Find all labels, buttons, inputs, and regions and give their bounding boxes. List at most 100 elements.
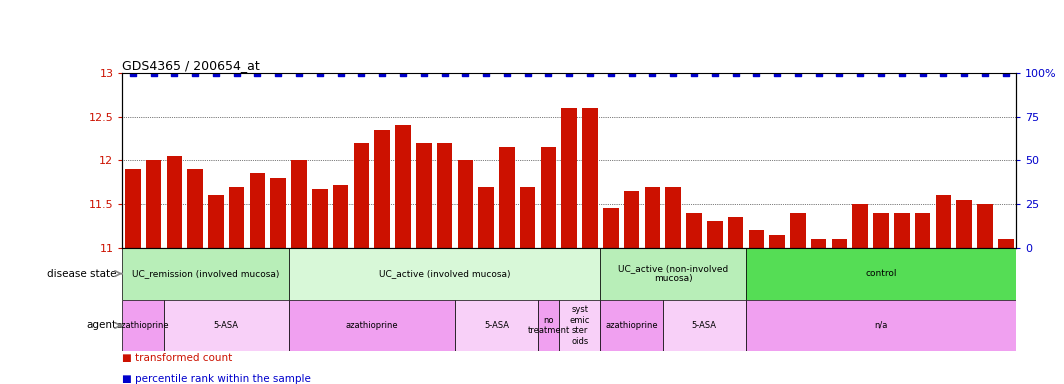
Bar xyxy=(624,191,639,248)
Text: n/a: n/a xyxy=(875,321,887,330)
Point xyxy=(353,70,370,76)
Bar xyxy=(686,213,702,248)
Point xyxy=(395,70,412,76)
Bar xyxy=(915,213,930,248)
Bar xyxy=(353,143,369,248)
Point xyxy=(270,70,287,76)
FancyBboxPatch shape xyxy=(122,300,164,351)
FancyBboxPatch shape xyxy=(288,300,455,351)
Point xyxy=(872,70,890,76)
Point xyxy=(997,70,1014,76)
Bar xyxy=(541,147,556,248)
Bar xyxy=(479,187,494,248)
Bar xyxy=(520,187,535,248)
Text: control: control xyxy=(865,269,897,278)
Point xyxy=(290,70,307,76)
Text: ■ transformed count: ■ transformed count xyxy=(122,353,233,363)
Bar xyxy=(832,239,847,248)
Text: GDS4365 / 200654_at: GDS4365 / 200654_at xyxy=(122,59,260,72)
Bar xyxy=(811,239,827,248)
Point xyxy=(436,70,453,76)
Text: azathioprine: azathioprine xyxy=(117,321,169,330)
Bar xyxy=(603,209,618,248)
Point xyxy=(519,70,536,76)
Point xyxy=(706,70,724,76)
Point xyxy=(539,70,556,76)
Point xyxy=(166,70,183,76)
Text: syst
emic
ster
oids: syst emic ster oids xyxy=(569,305,589,346)
Point xyxy=(207,70,225,76)
Point xyxy=(914,70,931,76)
FancyBboxPatch shape xyxy=(122,248,288,300)
Point xyxy=(748,70,765,76)
Bar xyxy=(852,204,868,248)
FancyBboxPatch shape xyxy=(663,300,746,351)
FancyBboxPatch shape xyxy=(455,300,538,351)
Bar xyxy=(791,213,805,248)
Point xyxy=(644,70,661,76)
Bar xyxy=(167,156,182,248)
Bar xyxy=(187,169,203,248)
FancyBboxPatch shape xyxy=(600,300,663,351)
Point xyxy=(977,70,994,76)
Bar xyxy=(250,174,265,248)
Point xyxy=(810,70,827,76)
Point xyxy=(124,70,142,76)
FancyBboxPatch shape xyxy=(746,300,1016,351)
Bar xyxy=(395,125,411,248)
Bar xyxy=(499,147,515,248)
Bar xyxy=(645,187,660,248)
Point xyxy=(478,70,495,76)
Text: 5-ASA: 5-ASA xyxy=(692,321,717,330)
Bar xyxy=(562,108,577,248)
Point xyxy=(685,70,702,76)
Bar xyxy=(436,143,452,248)
Point xyxy=(602,70,619,76)
Bar xyxy=(728,217,744,248)
FancyBboxPatch shape xyxy=(746,248,1016,300)
Point xyxy=(831,70,848,76)
Bar xyxy=(769,235,785,248)
Point xyxy=(456,70,473,76)
FancyBboxPatch shape xyxy=(600,248,746,300)
Point xyxy=(851,70,868,76)
Text: UC_active (involved mucosa): UC_active (involved mucosa) xyxy=(379,269,511,278)
Bar xyxy=(748,230,764,248)
Bar xyxy=(874,213,888,248)
Text: azathioprine: azathioprine xyxy=(346,321,398,330)
Bar xyxy=(416,143,432,248)
Bar xyxy=(270,178,286,248)
Point xyxy=(789,70,807,76)
Bar xyxy=(312,189,328,248)
Point xyxy=(727,70,744,76)
Text: azathioprine: azathioprine xyxy=(605,321,658,330)
Point xyxy=(373,70,390,76)
Point xyxy=(935,70,952,76)
Text: ■ percentile rank within the sample: ■ percentile rank within the sample xyxy=(122,374,312,384)
Bar xyxy=(665,187,681,248)
Text: agent: agent xyxy=(86,320,116,331)
Bar xyxy=(977,204,993,248)
Bar xyxy=(935,195,951,248)
Point xyxy=(415,70,432,76)
Point xyxy=(332,70,349,76)
Point xyxy=(498,70,515,76)
Bar xyxy=(582,108,598,248)
Bar xyxy=(229,187,245,248)
Bar xyxy=(146,160,162,248)
Point xyxy=(186,70,203,76)
Text: UC_active (non-involved
mucosa): UC_active (non-involved mucosa) xyxy=(618,264,728,283)
Bar xyxy=(458,160,473,248)
Point xyxy=(955,70,972,76)
FancyBboxPatch shape xyxy=(538,300,559,351)
Point xyxy=(624,70,641,76)
Bar xyxy=(998,239,1014,248)
Point xyxy=(582,70,599,76)
Point xyxy=(561,70,578,76)
Text: UC_remission (involved mucosa): UC_remission (involved mucosa) xyxy=(132,269,279,278)
Text: 5-ASA: 5-ASA xyxy=(214,321,238,330)
Bar xyxy=(209,195,223,248)
Point xyxy=(249,70,266,76)
Point xyxy=(894,70,911,76)
Point xyxy=(228,70,245,76)
